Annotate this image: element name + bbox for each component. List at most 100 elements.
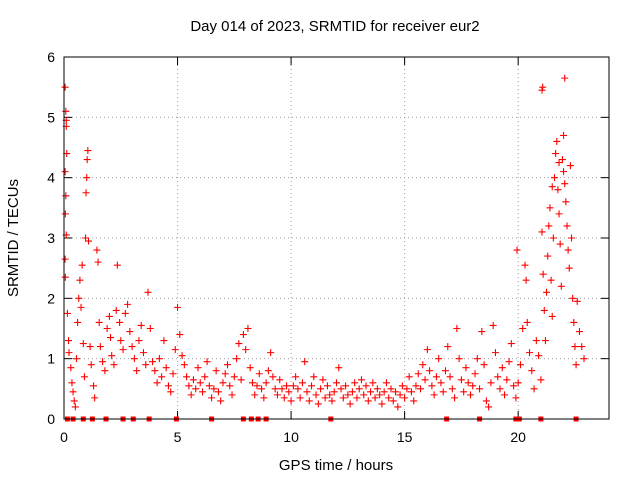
data-point bbox=[233, 355, 241, 363]
data-point bbox=[151, 367, 159, 375]
data-point bbox=[482, 397, 490, 405]
data-point bbox=[61, 255, 69, 263]
data-point bbox=[214, 388, 222, 396]
data-point bbox=[169, 370, 177, 378]
data-point bbox=[548, 183, 556, 191]
data-point bbox=[464, 379, 472, 387]
y-tick-label: 5 bbox=[47, 109, 55, 125]
data-point bbox=[68, 379, 76, 387]
data-point bbox=[83, 174, 91, 182]
y-tick-label: 6 bbox=[47, 49, 55, 65]
data-point bbox=[90, 382, 98, 390]
data-point bbox=[91, 394, 99, 402]
data-point bbox=[538, 86, 546, 94]
data-point bbox=[578, 343, 586, 351]
data-point bbox=[310, 373, 318, 381]
data-point bbox=[555, 159, 563, 167]
data-point bbox=[201, 373, 209, 381]
x-tick-label: 0 bbox=[60, 429, 68, 445]
data-point bbox=[242, 346, 250, 354]
data-point bbox=[469, 382, 477, 390]
data-point bbox=[271, 385, 279, 393]
data-point bbox=[532, 337, 540, 345]
data-point bbox=[580, 355, 588, 363]
data-point bbox=[78, 261, 86, 269]
data-point bbox=[124, 300, 132, 308]
data-point bbox=[251, 391, 259, 399]
data-point bbox=[444, 343, 452, 351]
data-point bbox=[451, 394, 459, 402]
data-point bbox=[164, 382, 172, 390]
data-point bbox=[568, 234, 576, 242]
data-point bbox=[553, 137, 561, 145]
data-point bbox=[101, 367, 109, 375]
data-point bbox=[457, 376, 465, 384]
data-point bbox=[285, 388, 293, 396]
data-point bbox=[158, 373, 166, 381]
data-point bbox=[551, 174, 558, 182]
data-point bbox=[308, 382, 316, 390]
data-point bbox=[501, 391, 509, 399]
data-point bbox=[442, 367, 449, 375]
data-point bbox=[367, 388, 375, 396]
data-point bbox=[570, 318, 578, 326]
data-point bbox=[86, 343, 94, 351]
data-point bbox=[212, 367, 220, 375]
x-tick-label: 10 bbox=[283, 429, 299, 445]
data-point bbox=[183, 373, 191, 381]
data-point bbox=[61, 210, 69, 218]
data-point bbox=[75, 294, 83, 302]
data-point bbox=[419, 361, 427, 369]
data-point bbox=[224, 361, 231, 369]
data-point bbox=[235, 340, 243, 348]
data-point bbox=[280, 394, 288, 402]
data-point bbox=[210, 385, 218, 393]
data-point bbox=[507, 340, 515, 348]
data-point bbox=[575, 328, 583, 336]
data-point bbox=[273, 391, 281, 399]
data-point bbox=[548, 312, 556, 320]
data-point bbox=[510, 382, 518, 390]
data-point bbox=[546, 204, 554, 212]
data-point bbox=[530, 385, 538, 393]
data-point bbox=[228, 391, 236, 399]
data-point bbox=[364, 397, 372, 405]
data-point bbox=[72, 355, 80, 363]
data-point bbox=[298, 379, 306, 387]
data-point bbox=[526, 349, 534, 357]
data-point bbox=[83, 156, 91, 164]
data-point bbox=[65, 349, 73, 357]
data-point bbox=[478, 328, 486, 336]
data-point bbox=[556, 240, 564, 248]
data-point bbox=[540, 306, 548, 314]
data-point bbox=[116, 318, 124, 326]
data-point bbox=[217, 397, 225, 405]
data-point bbox=[512, 394, 520, 402]
data-point bbox=[113, 261, 121, 269]
data-point bbox=[61, 83, 69, 91]
data-point bbox=[503, 376, 511, 384]
data-point bbox=[153, 379, 161, 387]
data-point bbox=[61, 273, 69, 281]
data-point bbox=[423, 346, 431, 354]
data-point bbox=[455, 355, 463, 363]
data-point bbox=[79, 340, 87, 348]
data-point bbox=[149, 358, 157, 366]
data-point bbox=[522, 276, 530, 284]
data-point bbox=[71, 403, 79, 411]
data-point bbox=[378, 400, 386, 408]
data-point bbox=[192, 385, 200, 393]
data-point bbox=[171, 346, 179, 354]
data-point bbox=[362, 382, 370, 390]
data-point bbox=[258, 385, 266, 393]
data-point bbox=[380, 388, 388, 396]
data-point bbox=[561, 74, 569, 82]
data-point bbox=[84, 147, 92, 155]
data-point bbox=[337, 385, 345, 393]
y-tick-label: 2 bbox=[47, 290, 55, 306]
data-point bbox=[339, 394, 347, 402]
data-point bbox=[435, 355, 443, 363]
data-point bbox=[144, 288, 152, 296]
data-point bbox=[82, 234, 90, 242]
data-point bbox=[130, 355, 138, 363]
